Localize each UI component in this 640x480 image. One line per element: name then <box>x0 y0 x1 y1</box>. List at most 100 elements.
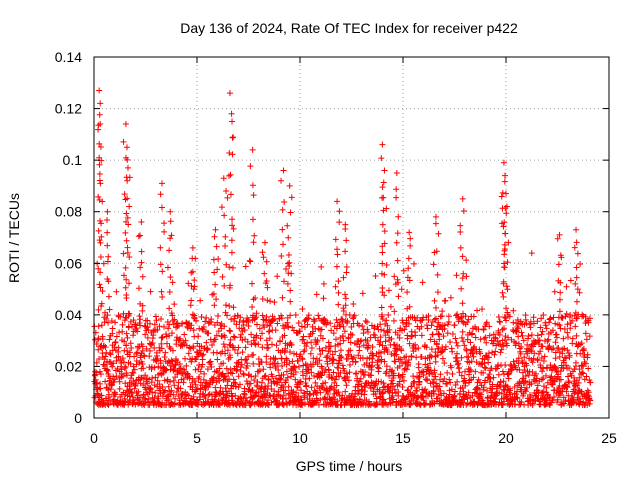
data-point <box>454 350 461 357</box>
data-point <box>233 321 240 328</box>
data-point <box>329 360 336 367</box>
data-point <box>159 294 166 301</box>
data-point <box>219 273 226 280</box>
data-point <box>331 398 338 405</box>
data-point <box>408 353 415 360</box>
data-point <box>499 401 506 408</box>
data-point <box>442 297 449 304</box>
data-point <box>543 325 550 332</box>
data-point <box>479 306 486 313</box>
data-point <box>122 380 129 387</box>
data-point <box>497 319 504 326</box>
data-point <box>351 312 358 319</box>
data-point <box>119 355 126 362</box>
data-point <box>513 391 520 398</box>
data-point <box>97 239 104 246</box>
data-point <box>425 316 432 323</box>
data-point <box>105 391 112 398</box>
data-point <box>564 347 571 354</box>
data-point <box>257 335 264 342</box>
data-point <box>298 387 305 394</box>
data-point <box>282 265 289 272</box>
data-point <box>229 118 236 125</box>
data-point <box>321 395 328 402</box>
data-point <box>448 345 455 352</box>
data-point <box>212 281 219 288</box>
data-point <box>463 347 470 354</box>
data-point <box>398 359 405 366</box>
data-point <box>431 367 438 374</box>
data-point <box>330 357 337 364</box>
data-point <box>199 326 206 333</box>
data-point <box>543 372 550 379</box>
data-point <box>379 316 386 323</box>
data-point <box>573 264 580 271</box>
y-tick-label: 0 <box>74 410 82 426</box>
data-point <box>416 378 423 385</box>
data-point <box>457 228 464 235</box>
data-point <box>277 338 284 345</box>
data-point <box>236 381 243 388</box>
data-point <box>333 316 340 323</box>
data-point <box>113 333 120 340</box>
data-point <box>314 360 321 367</box>
data-point <box>333 336 340 343</box>
data-point <box>410 373 417 380</box>
data-point <box>573 274 580 281</box>
data-point <box>197 368 204 375</box>
data-point <box>271 388 278 395</box>
data-point <box>575 311 582 318</box>
data-point <box>548 373 555 380</box>
data-point <box>395 293 402 300</box>
data-point <box>182 337 189 344</box>
data-point <box>196 373 203 380</box>
data-point <box>249 216 256 223</box>
data-point <box>255 389 262 396</box>
data-point <box>500 223 507 230</box>
data-point <box>137 232 144 239</box>
data-point <box>383 317 390 324</box>
data-point <box>441 322 448 329</box>
data-point <box>188 322 195 329</box>
data-point <box>388 351 395 358</box>
data-point <box>123 218 130 225</box>
data-point <box>164 318 171 325</box>
data-point <box>414 314 421 321</box>
data-point <box>502 230 509 237</box>
data-point <box>379 243 386 250</box>
data-point <box>488 389 495 396</box>
data-point <box>323 354 330 361</box>
data-point <box>573 332 580 339</box>
data-point <box>244 338 251 345</box>
data-point <box>403 353 410 360</box>
data-point <box>99 336 106 343</box>
data-point <box>193 356 200 363</box>
data-point <box>499 368 506 375</box>
data-point <box>527 347 534 354</box>
data-point <box>439 355 446 362</box>
data-point <box>95 227 102 234</box>
data-point <box>190 345 197 351</box>
data-point <box>505 334 512 341</box>
data-point <box>556 322 563 329</box>
data-point <box>432 213 439 220</box>
data-point <box>253 310 260 317</box>
data-point <box>250 360 257 367</box>
data-point <box>565 378 572 385</box>
data-point <box>95 265 102 272</box>
data-point <box>227 354 234 361</box>
data-point <box>124 249 131 256</box>
data-point <box>221 282 228 289</box>
data-point <box>181 341 188 348</box>
data-point <box>130 363 137 370</box>
data-point <box>99 198 106 205</box>
data-point <box>346 369 353 376</box>
data-point <box>432 358 439 365</box>
data-point <box>470 353 477 360</box>
data-point <box>560 335 567 342</box>
data-point <box>335 289 342 296</box>
data-point <box>333 325 340 332</box>
data-point <box>157 191 164 198</box>
data-point <box>253 332 260 339</box>
data-point <box>96 237 103 244</box>
